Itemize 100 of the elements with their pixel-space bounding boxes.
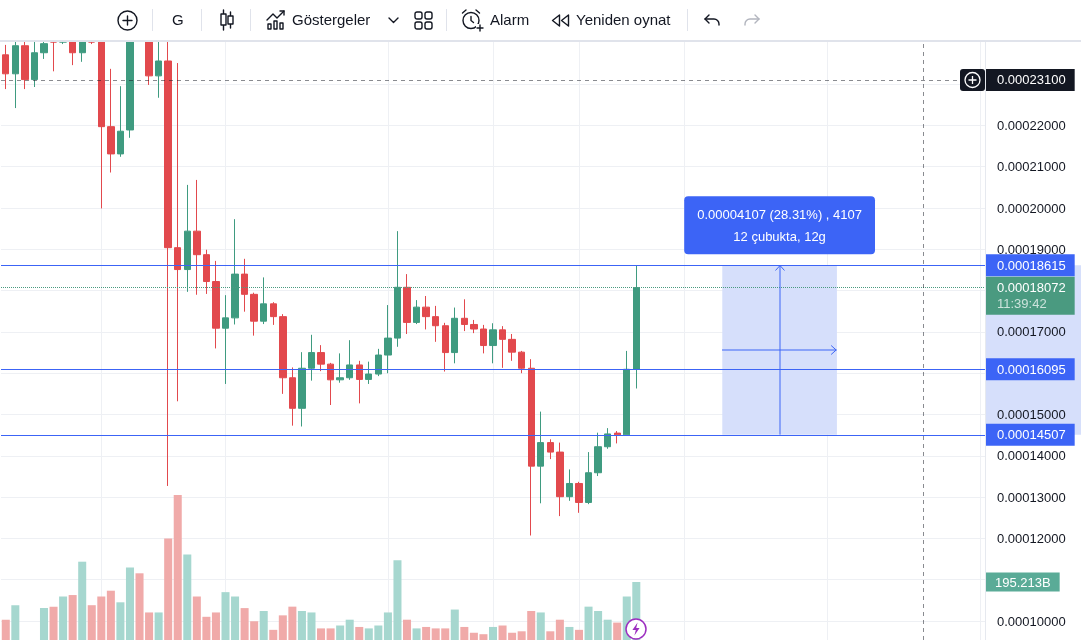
bar [259, 610, 268, 640]
candlestick [470, 319, 478, 334]
candlestick [193, 179, 201, 296]
bar [116, 602, 125, 640]
bar [450, 609, 459, 640]
candlestick [480, 324, 487, 354]
text: Alarm [490, 10, 530, 30]
y-tick-label: 0.00015000 [997, 407, 1066, 423]
candlestick [241, 258, 248, 313]
ref-line-label: 0.00023100 [997, 72, 1066, 88]
bar [574, 629, 583, 640]
bar [345, 619, 354, 640]
candlestick [566, 468, 573, 502]
candlestick [451, 307, 458, 364]
candlestick [126, 42, 134, 139]
candlestick [346, 339, 353, 381]
candlestick [212, 260, 220, 349]
bar [68, 594, 77, 640]
candlestick [499, 325, 506, 369]
candlestick [461, 298, 468, 332]
bar [460, 626, 469, 640]
y-tick-label: 0.00020000 [997, 200, 1066, 216]
candlestick [432, 305, 439, 343]
candlestick [537, 411, 544, 504]
bar [269, 629, 278, 640]
candlestick [12, 42, 19, 109]
candlestick [31, 42, 38, 88]
candlestick [79, 42, 86, 63]
bar [183, 554, 192, 640]
candlestick [365, 361, 372, 385]
bar [211, 612, 220, 640]
bar [422, 626, 431, 640]
candlestick [508, 333, 516, 362]
bar [603, 619, 612, 640]
candlestick [40, 42, 48, 60]
candlestick [279, 313, 287, 395]
text: 195.213B [995, 574, 1051, 590]
y-tick-label: 0.00014000 [997, 448, 1066, 464]
bar [555, 619, 564, 640]
candlestick [547, 438, 554, 460]
bar [536, 612, 545, 640]
candlestick [422, 295, 430, 330]
y-tick-label: 0.00010000 [997, 613, 1066, 629]
candlestick [556, 442, 564, 517]
y-tick-label: 0.00012000 [997, 530, 1066, 546]
bar [412, 628, 421, 640]
candlestick [298, 351, 306, 427]
bar [546, 631, 555, 640]
candlestick [336, 352, 344, 384]
bar [488, 626, 498, 640]
annotation: 0.00004107 (28.31%) , 4107 [697, 206, 863, 222]
candlestick [518, 350, 525, 374]
text: 11:39:42 [997, 296, 1047, 312]
bar [78, 561, 87, 640]
text: Göstergeler [292, 10, 371, 30]
candlestick [604, 427, 611, 450]
candlestick [403, 273, 411, 335]
annotation: 12 çubukta, 12g [733, 228, 826, 244]
candlestick [2, 44, 9, 90]
bar [164, 538, 173, 640]
candlestick [222, 294, 229, 385]
bar [49, 606, 58, 640]
bar [613, 622, 622, 640]
candlestick [575, 481, 583, 514]
bar [125, 567, 134, 640]
candlestick [270, 301, 277, 326]
text: Yeniden oynat [576, 10, 671, 30]
candlestick [623, 350, 630, 436]
bar [336, 625, 345, 640]
candlestick [174, 62, 181, 402]
ref-line-label: 0.00018615 [997, 257, 1066, 273]
candlestick [164, 42, 172, 487]
bar [326, 628, 335, 640]
y-tick-label: 0.00022000 [997, 117, 1066, 133]
candlestick [98, 42, 105, 209]
bar [1, 619, 10, 640]
candlestick [308, 334, 315, 382]
bar [11, 605, 20, 640]
bar [173, 494, 182, 640]
candlestick [489, 322, 497, 364]
candlestick [69, 42, 76, 66]
bar [355, 626, 364, 640]
ref-line-label: 0.00018072 [997, 280, 1066, 296]
bar [39, 607, 48, 640]
candlestick [442, 322, 449, 373]
y-tick-label: 0.00013000 [997, 489, 1066, 505]
candlestick [356, 360, 363, 404]
candlestick [117, 85, 124, 158]
bar [59, 596, 68, 640]
candlestick [585, 451, 592, 505]
candlestick [528, 358, 535, 537]
candlestick [50, 42, 57, 72]
text: G [172, 10, 184, 30]
candlestick [250, 292, 258, 337]
candlestick [317, 344, 325, 372]
candlestick [145, 42, 153, 86]
candlestick [413, 299, 420, 325]
candlestick [289, 366, 296, 427]
bar [317, 628, 326, 640]
ref-line-label: 0.00016095 [997, 361, 1066, 377]
